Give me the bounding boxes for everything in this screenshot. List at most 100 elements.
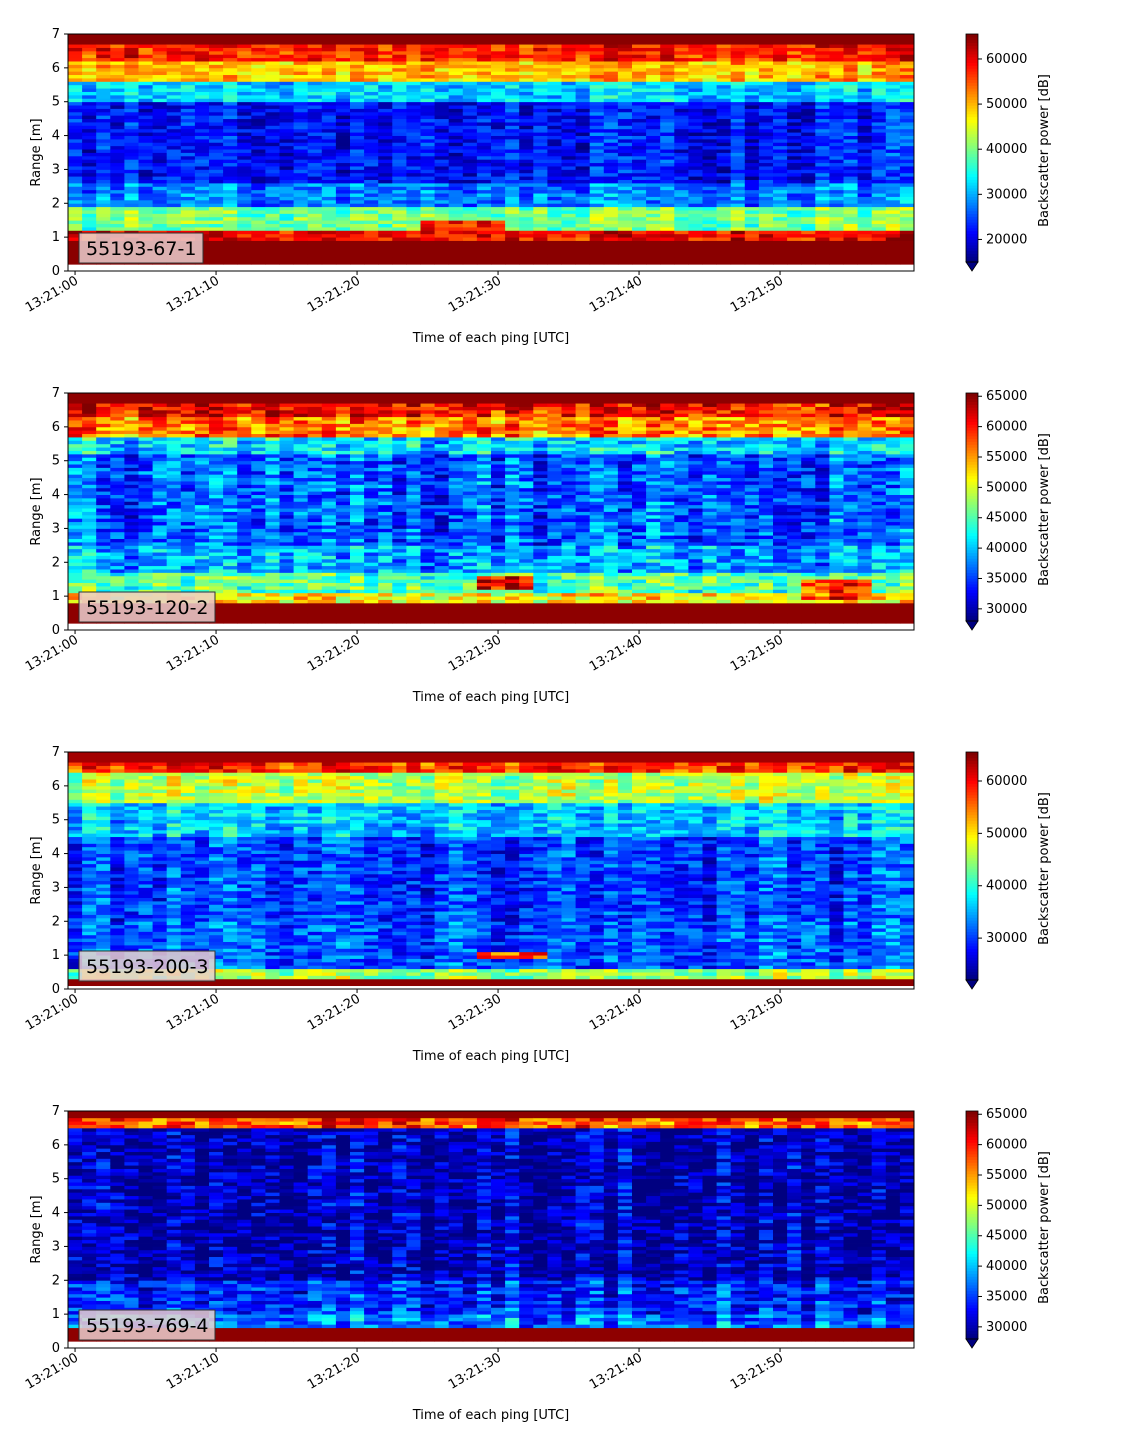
heatmap-cell	[885, 64, 901, 69]
heatmap-cell	[180, 440, 196, 445]
heatmap-cell	[166, 169, 182, 174]
heatmap-cell	[491, 67, 506, 72]
heatmap-cell	[350, 78, 365, 82]
heatmap-cell	[392, 128, 407, 133]
heatmap-cell	[899, 166, 915, 170]
heatmap-cell	[110, 213, 125, 218]
heatmap-cell	[758, 152, 774, 157]
heatmap-cell	[660, 111, 675, 116]
heatmap-cell	[462, 203, 478, 208]
heatmap-cell	[209, 260, 224, 265]
heatmap-cell	[223, 108, 238, 113]
heatmap-cell	[110, 220, 125, 224]
heatmap-cell	[815, 37, 830, 42]
heatmap-cell	[392, 132, 407, 136]
heatmap-cell	[801, 135, 816, 140]
heatmap-cell	[617, 182, 633, 187]
heatmap-cell	[293, 64, 309, 69]
colorbar-segment	[966, 239, 978, 243]
heatmap-cell	[321, 230, 337, 235]
heatmap-cell	[265, 115, 280, 120]
heatmap-cell	[589, 237, 605, 241]
heatmap-cell	[124, 504, 139, 509]
heatmap-cell	[491, 237, 506, 241]
heatmap-cell	[68, 521, 83, 526]
heatmap-cell	[716, 101, 732, 106]
heatmap-cell	[364, 88, 379, 92]
heatmap-cell	[815, 203, 830, 208]
heatmap-cell	[350, 193, 365, 197]
heatmap-cell	[279, 162, 294, 167]
heatmap-cell	[223, 61, 238, 65]
heatmap-cell	[730, 98, 746, 103]
heatmap-cell	[688, 186, 703, 191]
heatmap-cell	[223, 67, 238, 72]
heatmap-cell	[589, 166, 605, 170]
heatmap-cell	[815, 74, 830, 79]
heatmap-cell	[547, 94, 562, 99]
heatmap-cell	[702, 247, 717, 252]
heatmap-cell	[519, 226, 534, 231]
heatmap-cell	[815, 128, 830, 133]
heatmap-cell	[194, 37, 210, 42]
heatmap-cell	[462, 145, 478, 150]
heatmap-cell	[350, 216, 365, 221]
heatmap-cell	[96, 538, 111, 543]
heatmap-cell	[829, 162, 844, 167]
heatmap-cell	[885, 61, 901, 65]
heatmap-cell	[96, 423, 111, 428]
heatmap-cell	[505, 182, 520, 187]
heatmap-cell	[420, 243, 435, 248]
heatmap-cell	[462, 182, 478, 187]
heatmap-cell	[124, 426, 139, 431]
heatmap-cell	[589, 162, 605, 167]
heatmap-cell	[674, 247, 689, 252]
heatmap-cell	[646, 145, 661, 150]
heatmap-cell	[420, 247, 435, 252]
heatmap-cell	[152, 118, 168, 123]
heatmap-cell	[646, 84, 661, 89]
colorbar-segment	[966, 116, 978, 120]
heatmap-cell	[632, 125, 647, 130]
heatmap-cell	[871, 260, 887, 265]
heatmap-cell	[138, 555, 153, 560]
heatmap-cell	[194, 501, 210, 506]
heatmap-cell	[223, 511, 238, 516]
heatmap-cell	[505, 216, 520, 221]
heatmap-cell	[96, 558, 111, 563]
x-axis-label: Time of each ping [UTC]	[412, 331, 570, 346]
heatmap-cell	[716, 223, 732, 228]
heatmap-cell	[96, 81, 111, 86]
heatmap-cell	[194, 206, 210, 211]
heatmap-cell	[209, 575, 224, 580]
heatmap-cell	[660, 240, 675, 245]
heatmap-cell	[462, 199, 478, 204]
heatmap-cell	[96, 589, 111, 594]
heatmap-cell	[815, 118, 830, 123]
heatmap-cell	[575, 54, 591, 59]
heatmap-cell	[68, 548, 83, 553]
heatmap-cell	[885, 186, 901, 191]
heatmap-cell	[166, 37, 182, 42]
heatmap-cell	[491, 88, 506, 92]
heatmap-cell	[660, 166, 675, 170]
x-tick-label: 13:21:20	[305, 273, 363, 315]
heatmap-cell	[519, 250, 534, 255]
heatmap-cell	[505, 71, 520, 76]
heatmap-cell	[815, 149, 830, 153]
heatmap-cell	[660, 132, 675, 136]
heatmap-cell	[166, 494, 182, 499]
heatmap-cell	[420, 176, 435, 180]
colorbar-segment	[966, 91, 978, 95]
heatmap-cell	[82, 545, 97, 550]
heatmap-cell	[335, 166, 351, 170]
heatmap-cell	[589, 50, 605, 55]
heatmap-cell	[293, 176, 309, 180]
heatmap-cell	[152, 521, 168, 526]
heatmap-cell	[434, 193, 450, 197]
heatmap-cell	[152, 511, 168, 516]
heatmap-cell	[730, 199, 746, 204]
heatmap-cell	[730, 135, 746, 140]
heatmap-cell	[96, 105, 111, 109]
heatmap-cell	[660, 142, 675, 147]
